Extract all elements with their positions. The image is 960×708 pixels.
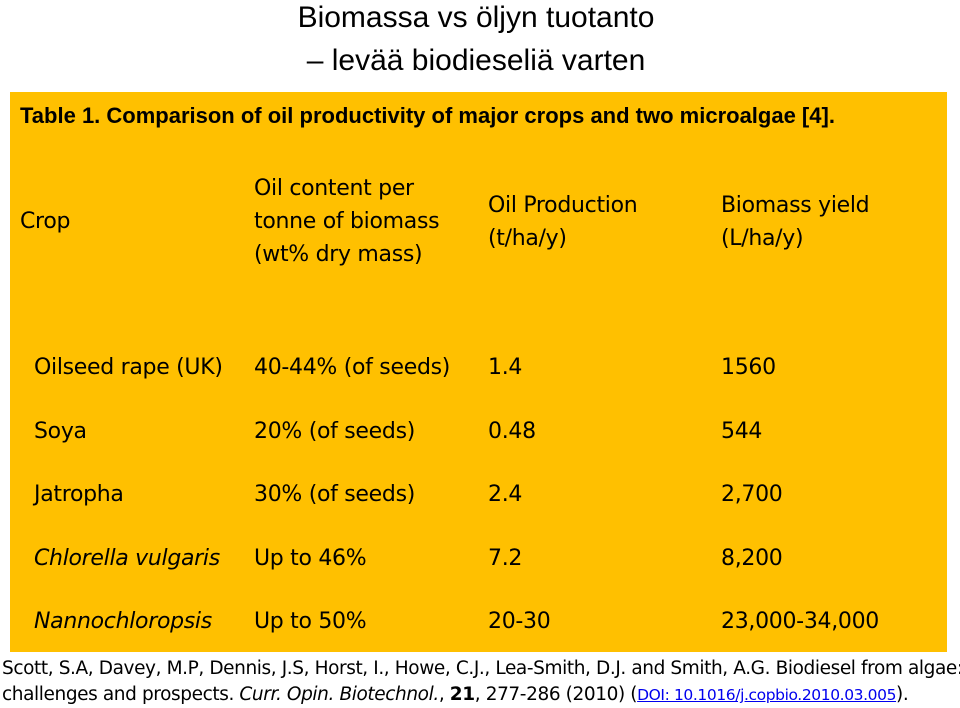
reference-volume: 21 — [449, 684, 475, 705]
table-cell-biomass-yield: 2,700 — [721, 482, 783, 507]
reference-text: challenges and prospects. — [2, 684, 240, 705]
table-cell-crop: Jatropha — [34, 482, 124, 507]
table-cell-oil-production: 0.48 — [488, 419, 536, 444]
header-oil-production-line2: (t/ha/y) — [488, 226, 567, 251]
table-caption: Table 1. Comparison of oil productivity … — [20, 103, 835, 128]
header-oil-content-line1: Oil content per — [254, 176, 414, 201]
table-cell-biomass-yield: 8,200 — [721, 546, 783, 571]
header-oil-content-line3: (wt% dry mass) — [254, 242, 423, 267]
table-cell-crop: Oilseed rape (UK) — [34, 355, 223, 380]
slide-title-line2: – levää biodieseliä varten — [306, 44, 646, 77]
table-panel — [10, 92, 947, 652]
header-biomass-yield-line2: (L/ha/y) — [721, 226, 804, 251]
table-cell-oil-content: Up to 50% — [254, 609, 367, 634]
table-cell-oil-production: 20-30 — [488, 609, 551, 634]
header-crop: Crop — [20, 209, 71, 234]
table-cell-crop: Chlorella vulgaris — [34, 546, 220, 571]
reference-separator: , — [438, 684, 450, 705]
header-oil-content-line2: tonne of biomass — [254, 209, 440, 234]
table-cell-biomass-yield: 544 — [721, 419, 763, 444]
header-biomass-yield-line1: Biomass yield — [721, 193, 870, 218]
reference-end: ). — [896, 684, 909, 705]
slide-title-line1: Biomassa vs öljyn tuotanto — [297, 1, 655, 34]
table-cell-oil-production: 7.2 — [488, 546, 523, 571]
table-cell-biomass-yield: 23,000-34,000 — [721, 609, 879, 634]
reference-pages: , 277-286 (2010) ( — [474, 684, 638, 705]
reference-line1: Scott, S.A, Davey, M.P, Dennis, J.S, Hor… — [2, 658, 960, 679]
table-cell-oil-production: 1.4 — [488, 355, 523, 380]
reference-line2: challenges and prospects. Curr. Opin. Bi… — [2, 682, 909, 708]
table-cell-crop: Nannochloropsis — [34, 609, 212, 634]
table-cell-oil-content: 30% (of seeds) — [254, 482, 416, 507]
doi-link[interactable]: DOI: 10.1016/j.copbio.2010.03.005 — [637, 686, 897, 704]
table-cell-biomass-yield: 1560 — [721, 355, 776, 380]
header-oil-production-line1: Oil Production — [488, 193, 638, 218]
table-cell-oil-content: 40-44% (of seeds) — [254, 355, 451, 380]
reference-journal: Curr. Opin. Biotechnol. — [239, 684, 439, 705]
table-cell-crop: Soya — [34, 419, 87, 444]
table-cell-oil-production: 2.4 — [488, 482, 523, 507]
table-cell-oil-content: 20% (of seeds) — [254, 419, 416, 444]
table-cell-oil-content: Up to 46% — [254, 546, 367, 571]
